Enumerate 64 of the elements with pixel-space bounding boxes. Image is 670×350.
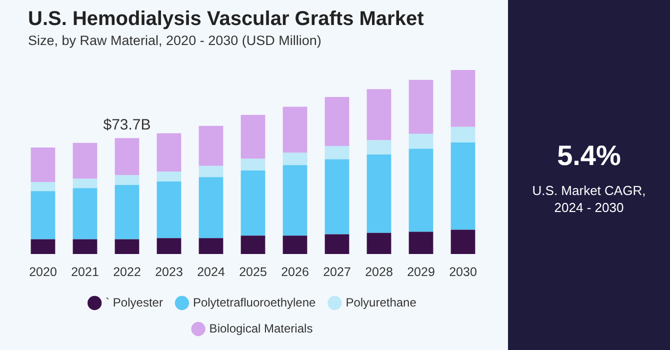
x-tick-label: 2022 (113, 264, 141, 279)
x-tick-label: 2020 (29, 264, 57, 279)
legend-label: ` Polyester (106, 295, 163, 310)
bar (72, 142, 98, 179)
bar (240, 236, 266, 254)
bar (114, 138, 140, 176)
bar (240, 114, 266, 159)
bar (408, 80, 434, 134)
x-tick-label: 2030 (449, 264, 477, 279)
text: 5.4% (556, 140, 622, 172)
x-tick-label: 2028 (365, 264, 393, 279)
bar (198, 166, 224, 178)
bar (114, 175, 140, 185)
bar (156, 182, 182, 238)
bar (324, 159, 350, 234)
bar (30, 191, 56, 240)
x-tick-label: 2029 (407, 264, 435, 279)
bar (72, 188, 98, 240)
bar (324, 146, 350, 160)
bar (450, 126, 476, 142)
bar (30, 239, 56, 254)
bar (240, 158, 266, 170)
x-tick-label: 2021 (71, 264, 99, 279)
bar (366, 232, 392, 254)
bar (366, 89, 392, 140)
bar (156, 238, 182, 254)
bar (198, 177, 224, 238)
bar (450, 230, 476, 254)
bar (324, 234, 350, 254)
text: U.S. Market CAGR, 2024 - 2030 (531, 182, 647, 216)
bar (408, 134, 434, 149)
chart-title: U.S. Hemodialysis Vascular Grafts Market (28, 8, 424, 31)
chart-subtitle: Size, by Raw Material, 2020 - 2030 (USD Million) (28, 33, 322, 48)
bar (366, 140, 392, 154)
x-tick-label: 2024 (197, 264, 225, 279)
bar (30, 147, 56, 182)
x-tick-label: 2026 (281, 264, 309, 279)
bar (366, 154, 392, 233)
bar (156, 133, 182, 172)
legend-label: Polytetrafluoroethylene (192, 295, 316, 310)
bar (72, 178, 98, 188)
annotation: $73.7B (103, 116, 151, 134)
bar (114, 239, 140, 254)
bar (198, 126, 224, 166)
bar (450, 142, 476, 230)
bar (282, 236, 308, 254)
bar (282, 152, 308, 166)
x-tick-label: 2027 (323, 264, 351, 279)
bar (282, 106, 308, 153)
bar (408, 232, 434, 254)
bar (324, 97, 350, 146)
x-tick-label: 2023 (155, 264, 183, 279)
x-tick-label: 2025 (239, 264, 267, 279)
bar (450, 70, 476, 127)
bar (408, 148, 434, 232)
bar (240, 170, 266, 236)
legend-label: Polyurethane (346, 295, 417, 310)
bar (30, 182, 56, 192)
bar (198, 238, 224, 254)
bar (114, 185, 140, 240)
bar (72, 239, 98, 254)
bar (156, 172, 182, 182)
bar (282, 165, 308, 236)
legend-label: Biological Materials (209, 321, 313, 336)
